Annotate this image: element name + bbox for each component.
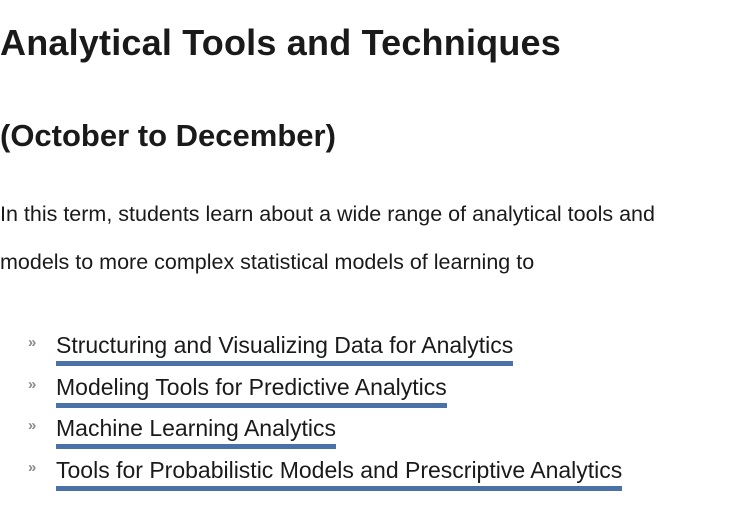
double-chevron-icon: »	[28, 334, 37, 351]
list-item: » Machine Learning Analytics	[0, 413, 754, 455]
course-link[interactable]: Tools for Probabilistic Models and Presc…	[56, 455, 623, 491]
double-chevron-icon: »	[28, 375, 37, 393]
double-chevron-icon: »	[28, 417, 37, 434]
course-link-list: » Structuring and Visualizing Data for An…	[0, 330, 754, 496]
list-item: » Tools for Probabilistic Models and Pres…	[0, 455, 754, 497]
page-title: Analytical Tools and Techniques	[0, 22, 561, 63]
intro-line: models to more complex statistical model…	[0, 250, 535, 274]
double-chevron-icon: »	[28, 458, 37, 476]
intro-paragraph: In this term, students learn about a wid…	[0, 190, 754, 286]
course-link[interactable]: Machine Learning Analytics	[56, 413, 336, 449]
list-item: » Structuring and Visualizing Data for An…	[0, 330, 754, 372]
course-link[interactable]: Modeling Tools for Predictive Analytics	[56, 372, 447, 408]
term-subtitle: (October to December)	[0, 118, 336, 153]
list-item: » Modeling Tools for Predictive Analytics	[0, 372, 754, 414]
course-link[interactable]: Structuring and Visualizing Data for Ana…	[56, 330, 514, 366]
intro-line: In this term, students learn about a wid…	[0, 202, 655, 226]
